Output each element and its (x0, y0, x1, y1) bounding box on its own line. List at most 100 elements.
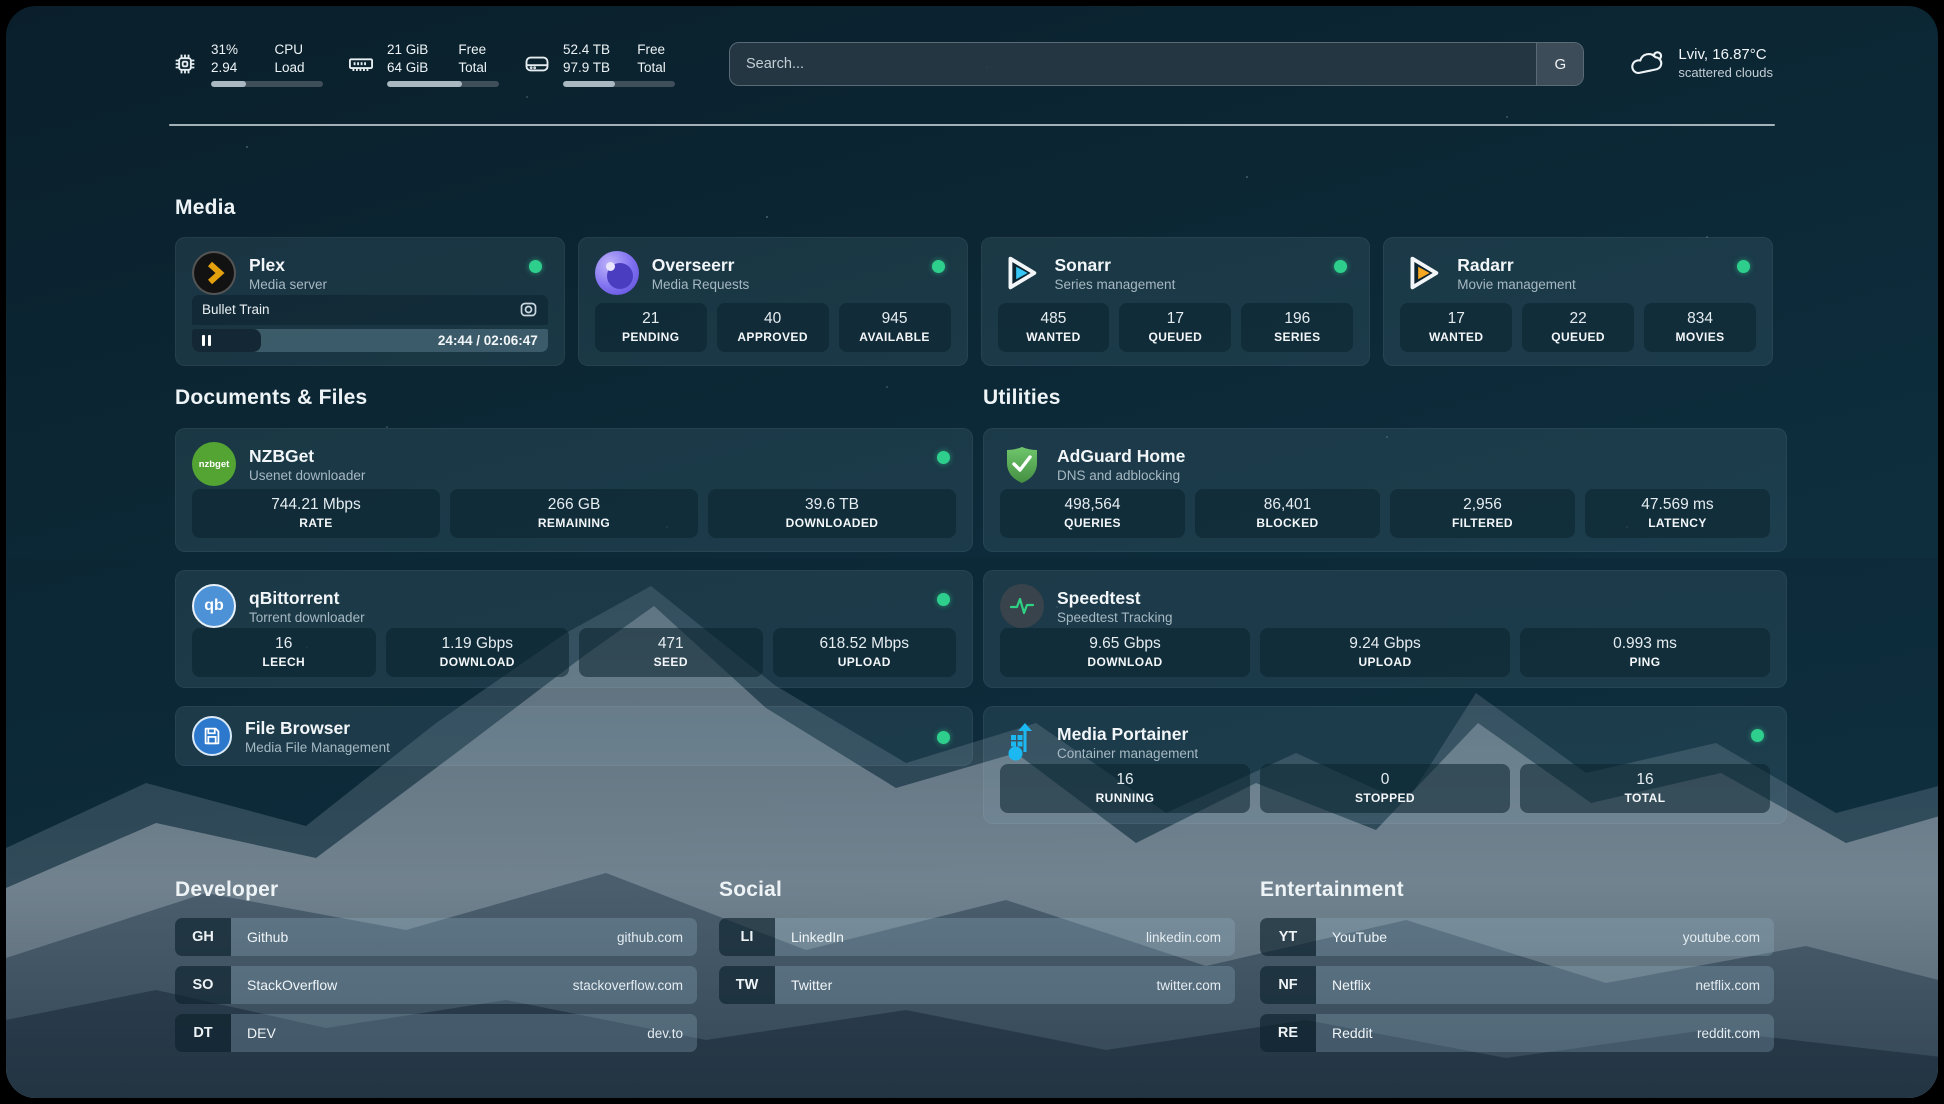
app-card-overseerr[interactable]: Overseerr Media Requests 21 PENDING 40 A… (577, 237, 968, 366)
adguard-stat-latency: 47.569 ms LATENCY (1585, 489, 1770, 538)
cpu-usage-value: 31% (211, 42, 239, 57)
cpu-load-value: 2.94 (211, 60, 238, 75)
cpu-usage-label: CPU (274, 42, 303, 57)
search-input[interactable] (730, 43, 1537, 85)
section-title-documents: Documents & Files (175, 386, 368, 409)
sonarr-stat-series: 196 SERIES (1241, 303, 1354, 352)
ram-free-label: Free (458, 42, 487, 57)
app-card-adguard[interactable]: AdGuard Home DNS and adblocking 498,564 … (983, 428, 1787, 552)
cpu-progress-bar (211, 81, 323, 87)
speedtest-stat-download: 9.65 Gbps DOWNLOAD (1000, 628, 1250, 677)
session-icon (520, 302, 537, 317)
filebrowser-desc: Media File Management (245, 739, 390, 755)
radarr-desc: Movie management (1457, 276, 1576, 292)
portainer-title: Media Portainer (1057, 723, 1189, 744)
header-divider (169, 124, 1775, 126)
bookmarks-social: Social LI LinkedIn linkedin.com TW Twitt… (719, 878, 1235, 1004)
app-card-speedtest[interactable]: Speedtest Speedtest Tracking 9.65 Gbps D… (983, 570, 1787, 688)
disk-total-label: Total (637, 60, 666, 75)
radarr-stat-movies: 834 MOVIES (1644, 303, 1757, 352)
sonarr-stat-queued: 17 QUEUED (1119, 303, 1232, 352)
bookmark-linkedin[interactable]: LI LinkedIn linkedin.com (719, 918, 1235, 956)
disk-total-value: 97.9 TB (563, 60, 611, 75)
section-title-media: Media (175, 196, 236, 219)
bookmarks-entertainment: Entertainment YT YouTube youtube.com NF … (1260, 878, 1774, 1052)
radarr-icon (1400, 251, 1444, 295)
overseerr-stat-approved: 40 APPROVED (716, 303, 829, 352)
portainer-stat-stopped: 0 STOPPED (1260, 764, 1510, 813)
portainer-icon (1000, 720, 1044, 764)
ram-total-value: 64 GiB (387, 60, 429, 75)
weather-condition: scattered clouds (1678, 65, 1773, 80)
memory-usage-widget: 21 GiB Free 64 GiB Total (347, 41, 499, 87)
app-card-qbittorrent[interactable]: qb qBittorrent Torrent downloader 16 LEE… (175, 570, 973, 688)
ram-total-label: Total (458, 60, 487, 75)
cpu-usage-widget: 31% CPU 2.94 Load (171, 41, 323, 87)
nzbget-title: NZBGet (249, 445, 315, 466)
search-bar: G (729, 42, 1585, 86)
bookmark-github[interactable]: GH Github github.com (175, 918, 697, 956)
app-card-plex[interactable]: Plex Media server Bullet Train 24:44 / 0… (175, 237, 565, 366)
radarr-stat-wanted: 17 WANTED (1400, 303, 1513, 352)
disk-free-label: Free (637, 42, 666, 57)
app-card-filebrowser[interactable]: File Browser Media File Management (175, 706, 973, 766)
speedtest-icon (1000, 584, 1044, 628)
sonarr-status-dot (1334, 260, 1348, 273)
qbittorrent-stat-upload: 618.52 Mbps UPLOAD (772, 628, 956, 677)
qbittorrent-stat-leech: 16 LEECH (192, 628, 376, 677)
plex-icon (192, 251, 236, 295)
plex-now-playing: Bullet Train (192, 295, 548, 325)
qbittorrent-status-dot (937, 593, 950, 606)
sonarr-desc: Series management (1054, 276, 1176, 292)
overseerr-status-dot (931, 260, 945, 273)
app-card-sonarr[interactable]: Sonarr Series management 485 WANTED 17 Q… (980, 237, 1371, 366)
section-title-utilities: Utilities (983, 386, 1061, 409)
bookmark-youtube[interactable]: YT YouTube youtube.com (1260, 918, 1774, 956)
speedtest-stat-ping: 0.993 ms PING (1520, 628, 1770, 677)
section-title-social: Social (719, 878, 783, 901)
ram-progress-bar (387, 81, 499, 87)
utilities-column: AdGuard Home DNS and adblocking 498,564 … (983, 428, 1787, 824)
ram-icon (347, 50, 375, 78)
disk-free-value: 52.4 TB (563, 42, 611, 57)
filebrowser-status-dot (937, 731, 950, 744)
plex-desc: Media server (249, 276, 328, 292)
search-engine-button[interactable]: G (1536, 43, 1584, 85)
plex-progress-bar: 24:44 / 02:06:47 (192, 328, 548, 352)
disk-progress-bar (563, 81, 675, 87)
adguard-desc: DNS and adblocking (1057, 467, 1181, 483)
qbittorrent-icon: qb (192, 584, 236, 628)
bookmark-reddit[interactable]: RE Reddit reddit.com (1260, 1014, 1774, 1052)
radarr-status-dot (1737, 260, 1750, 273)
plex-now-playing-title: Bullet Train (202, 302, 270, 318)
nzbget-stat-downloaded: 39.6 TB DOWNLOADED (708, 489, 956, 538)
bookmark-netflix[interactable]: NF Netflix netflix.com (1260, 966, 1774, 1004)
app-card-portainer[interactable]: Media Portainer Container management 16 … (983, 706, 1787, 824)
app-card-nzbget[interactable]: nzbget NZBGet Usenet downloader 744.21 M… (175, 428, 973, 552)
speedtest-stat-upload: 9.24 Gbps UPLOAD (1260, 628, 1510, 677)
qbittorrent-stat-download: 1.19 Gbps DOWNLOAD (385, 628, 569, 677)
ram-free-value: 21 GiB (387, 42, 429, 57)
sonarr-title: Sonarr (1054, 254, 1111, 275)
bookmark-twitter[interactable]: TW Twitter twitter.com (719, 966, 1235, 1004)
plex-title: Plex (249, 254, 285, 275)
disk-usage-widget: 52.4 TB Free 97.9 TB Total (523, 41, 675, 87)
overseerr-desc: Media Requests (651, 276, 750, 292)
nzbget-stat-remaining: 266 GB REMAINING (450, 489, 698, 538)
nzbget-desc: Usenet downloader (249, 467, 366, 483)
pause-button[interactable] (202, 334, 211, 346)
bookmarks-developer: Developer GH Github github.com SO StackO… (175, 878, 697, 1052)
sonarr-icon (998, 251, 1042, 295)
filebrowser-icon (192, 716, 232, 756)
portainer-stat-total: 16 TOTAL (1520, 764, 1770, 813)
adguard-stat-blocked: 86,401 BLOCKED (1195, 489, 1380, 538)
bookmark-stackoverflow[interactable]: SO StackOverflow stackoverflow.com (175, 966, 697, 1004)
bookmark-dev[interactable]: DT DEV dev.to (175, 1014, 697, 1052)
nzbget-status-dot (937, 451, 950, 464)
portainer-desc: Container management (1057, 745, 1199, 761)
documents-column: nzbget NZBGet Usenet downloader 744.21 M… (175, 428, 973, 766)
cpu-icon (171, 50, 199, 78)
adguard-icon (1000, 442, 1044, 486)
app-card-radarr[interactable]: Radarr Movie management 17 WANTED 22 QUE… (1383, 237, 1773, 366)
weather-location-temp: Lviv, 16.87°C (1678, 46, 1767, 63)
